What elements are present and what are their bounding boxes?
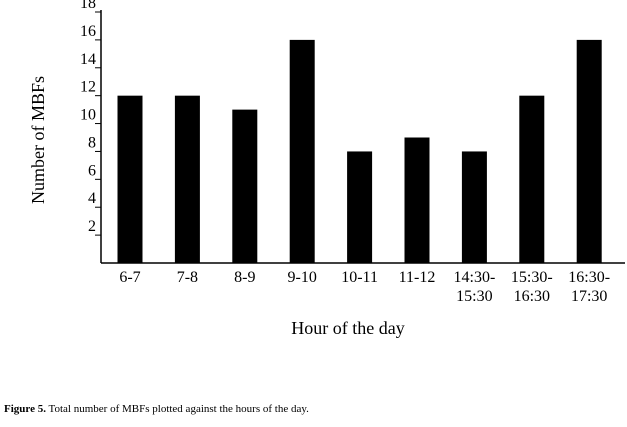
- x-tick-label: 11-12: [398, 269, 436, 286]
- bar: [174, 95, 200, 264]
- bar: [461, 151, 487, 263]
- x-axis-title: Hour of the day: [291, 318, 404, 338]
- caption-label: Figure 5.: [4, 403, 46, 415]
- y-tick-label: 14: [80, 51, 96, 68]
- bar: [232, 109, 258, 263]
- x-tick-label: 14:30- 15:30: [453, 269, 496, 305]
- x-tick-label: 10-11: [341, 269, 378, 286]
- y-tick-label: 4: [88, 190, 96, 207]
- y-tick-label: 2: [88, 218, 96, 235]
- y-tick-label: 16: [80, 23, 96, 40]
- caption-text: Total number of MBFs plotted against the…: [48, 403, 309, 415]
- x-tick-label: 8-9: [234, 269, 256, 286]
- x-tick-label: 9-10: [287, 269, 317, 286]
- y-axis-title: Number of MBFs: [28, 76, 48, 204]
- x-tick-label: 15:30- 16:30: [510, 269, 553, 305]
- bar: [117, 95, 143, 264]
- x-tick-label: 6-7: [119, 269, 141, 286]
- bar: [404, 137, 430, 263]
- y-tick-label: 12: [80, 79, 96, 96]
- bar: [289, 39, 315, 264]
- x-tick-label: 16:30- 17:30: [568, 269, 611, 305]
- y-tick-label: 18: [80, 0, 96, 12]
- caption: Figure 5. Total number of MBFs plotted a…: [4, 403, 309, 415]
- y-tick-label: 6: [88, 162, 96, 179]
- bar: [347, 151, 373, 263]
- bar: [576, 39, 602, 264]
- x-tick-label: 7-8: [176, 269, 199, 286]
- bar: [519, 95, 545, 264]
- y-tick-label: 8: [88, 134, 96, 151]
- y-tick-label: 10: [80, 107, 96, 124]
